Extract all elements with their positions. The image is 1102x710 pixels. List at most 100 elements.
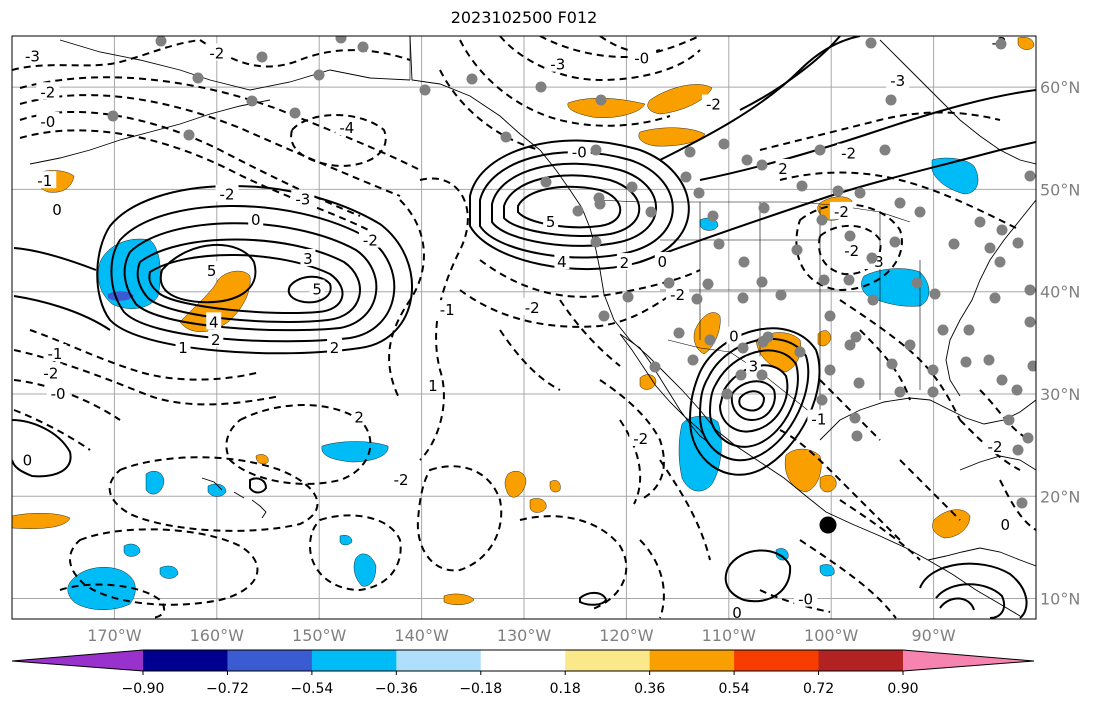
contour-label-halo-37 <box>837 143 861 161</box>
contour-label-15: 0 <box>52 201 62 219</box>
lon-label-4: 130°W <box>497 626 552 645</box>
contour-label-halo-20 <box>46 383 70 401</box>
contour-label-37: -2 <box>841 145 856 163</box>
contour-label-29: 2 <box>620 254 630 272</box>
lat-label-2: 40°N <box>1040 283 1080 302</box>
contour-label-halo-36 <box>775 158 791 176</box>
contour-label-26: -2 <box>525 299 540 317</box>
contour-label-halo-17 <box>20 46 44 64</box>
contour-label-halo-38 <box>886 71 910 89</box>
colorbar-tick-9: 0.90 <box>887 681 918 697</box>
latitude-labels: 60°N 50°N 40°N 30°N 20°N 10°N <box>1040 78 1080 608</box>
shade-blue-hudson <box>931 157 979 195</box>
shade-orange-texas <box>817 330 832 347</box>
contour-label-3: 3 <box>303 250 313 268</box>
contour-label-28: 4 <box>557 253 567 271</box>
contour-label-halo-18 <box>43 344 67 362</box>
contour-label-36: 2 <box>778 160 788 178</box>
contour-label-halo-49 <box>983 437 1007 455</box>
contour-label-halo-16 <box>205 43 229 61</box>
shade-orange-baja-west <box>639 374 657 390</box>
contour-label-45: -2 <box>633 430 648 448</box>
map-frame <box>11 35 1037 620</box>
contour-label-halo-34 <box>701 94 725 112</box>
contour-label-halo-43 <box>726 326 742 344</box>
contour-label-halo-23 <box>351 407 367 425</box>
contour-label-halo-26 <box>520 298 544 316</box>
shade-orange-central-am <box>932 509 971 539</box>
chart-title: 2023102500 F012 <box>450 8 598 27</box>
lon-label-6: 110°W <box>702 626 757 645</box>
colorbar-tick-labels: −0.90 −0.72 −0.54 −0.36 −0.18 0.18 0.36 0.54 0.7… <box>122 671 919 697</box>
colorbar-tick-7: 0.54 <box>719 681 750 697</box>
contour-label-halo-2 <box>206 312 222 330</box>
contour-label-halo-12 <box>36 82 60 100</box>
shade-blue-pac-4 <box>123 543 141 557</box>
contour-label-halo-21 <box>19 450 35 468</box>
border-states <box>660 202 921 420</box>
colorbar-tick-4: −0.18 <box>459 681 502 697</box>
border-us-canada <box>595 199 911 223</box>
station-marker-black <box>819 516 837 534</box>
contour-label-12: -2 <box>40 83 55 101</box>
contour-label-27: 5 <box>546 213 556 231</box>
contour-label-43: 0 <box>729 328 739 346</box>
contour-label-halo-4 <box>208 329 224 347</box>
lat-label-3: 30°N <box>1040 385 1080 404</box>
lon-label-7: 100°W <box>804 626 859 645</box>
contour-label-halo-46 <box>807 409 831 427</box>
shade-orange-hawaii-n <box>255 454 269 465</box>
contour-label-halo-13 <box>36 111 60 129</box>
contour-label-halo-33 <box>630 48 654 66</box>
contour-label-halo-44 <box>745 356 761 374</box>
contour-label-halo-47 <box>729 602 745 619</box>
contour-label-48: -0 <box>798 591 813 609</box>
contour-label-halo-30 <box>654 252 670 270</box>
shade-blue-pac-3 <box>67 567 136 610</box>
contour-label-50: 0 <box>1001 516 1011 534</box>
contour-label-halo-0 <box>204 261 220 279</box>
colorbar-tick-2: −0.54 <box>290 681 333 697</box>
colorbar-over-triangle <box>903 650 1034 671</box>
lat-label-4: 20°N <box>1040 487 1080 506</box>
lon-label-0: 170°W <box>87 626 142 645</box>
colorbar-bin-5 <box>565 650 651 671</box>
coast-hudson <box>879 39 1036 165</box>
contour-label-halo-14 <box>33 171 57 189</box>
coast-central-am <box>927 547 1036 567</box>
shaded-anomalies <box>12 37 1035 610</box>
colorbar-bins <box>143 650 904 671</box>
contour-label-halo-9 <box>291 189 315 207</box>
contour-label-halo-15 <box>49 199 65 217</box>
shade-blue-hawaii-2 <box>207 483 227 497</box>
contour-label-25: -1 <box>440 301 455 319</box>
contour-label-46: -1 <box>811 411 826 429</box>
shade-blue-hawaii <box>145 471 165 495</box>
shade-orange-bc-2 <box>638 127 706 147</box>
contour-label-halo-50 <box>997 514 1013 532</box>
contour-label-24: -2 <box>394 471 409 489</box>
contour-label-halo-35 <box>546 54 570 72</box>
contour-label-8: -2 <box>220 186 235 204</box>
coast-hawaii <box>201 477 267 519</box>
contour-label-22: 1 <box>428 377 438 395</box>
contour-label-47: 0 <box>732 604 742 622</box>
shade-orange-south <box>443 593 475 605</box>
contour-label-6: 2 <box>330 339 340 357</box>
contour-label-halo-41 <box>840 240 864 258</box>
contour-label-10: -4 <box>339 119 354 137</box>
shade-orange-bc-1 <box>647 84 713 115</box>
station-markers <box>107 36 1036 534</box>
contour-label-4: 2 <box>211 331 221 349</box>
colorbar-bin-2 <box>311 650 397 671</box>
contour-label-33: -0 <box>634 50 649 68</box>
gridlines <box>12 36 1036 619</box>
contour-label-19: -2 <box>43 365 58 383</box>
lon-label-8: 90°W <box>912 626 956 645</box>
contour-label-44: 3 <box>749 357 759 375</box>
contour-label-halo-5 <box>175 337 191 355</box>
colorbar-bin-3 <box>396 650 482 671</box>
lat-label-5: 10°N <box>1040 590 1080 609</box>
